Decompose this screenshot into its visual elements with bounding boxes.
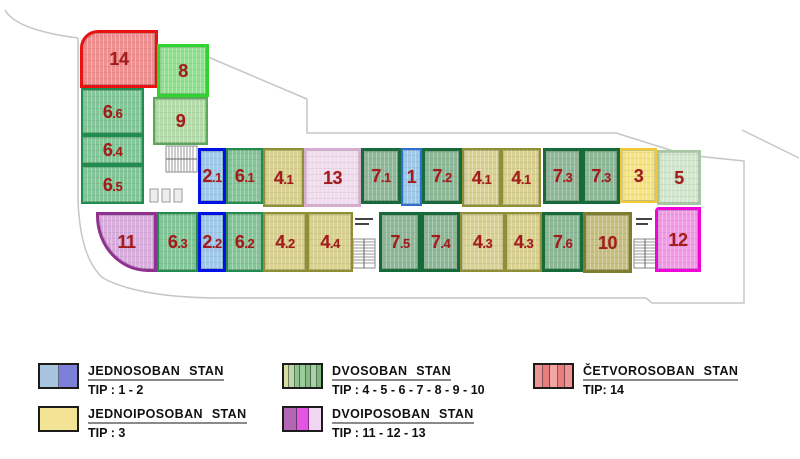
unit-7.1[interactable]: 7.1 [361,148,401,204]
legend-item: ČETVOROSOBAN STAN TIP: 14 [533,362,739,397]
floor-plan: 14 8 6.6 9 6.4 6.5 2.1 6.1 4.1 13 7.1 1 7.2 4.1 4.1 7.3… [80,30,701,273]
unit-number: 8 [178,60,188,81]
unit-7.5[interactable]: 7.5 [379,212,421,272]
unit-number: 14 [109,49,129,69]
unit-number: 2.1 [202,166,222,186]
unit-number: 7.6 [552,232,573,252]
unit-number: 4.3 [513,232,534,252]
unit-number: 6.1 [234,166,255,186]
stairs-icon [633,218,657,269]
unit-number: 1 [406,167,417,187]
unit-6.3[interactable]: 6.3 [157,212,198,272]
legend-title: DVOIPOSOBAN STAN [332,407,474,424]
legend-tip: TIP : 3 [88,426,126,440]
unit-number: 3 [633,165,644,186]
unit-7.2[interactable]: 7.2 [422,148,462,204]
unit-number: 7.3 [591,166,611,186]
unit-number: 4.1 [471,167,492,188]
legend-tip: TIP : 1 - 2 [88,383,144,397]
legend-tip: TIP: 14 [583,383,624,397]
unit-number: 6.3 [167,232,188,252]
unit-number: 2.2 [202,232,222,252]
unit-2.1[interactable]: 2.1 [198,148,226,204]
unit-9[interactable]: 9 [153,97,208,145]
unit-4.3[interactable]: 4.3 [460,212,505,272]
unit-7.4[interactable]: 7.4 [421,212,460,272]
unit-7.3[interactable]: 7.3 [582,148,620,204]
unit-number: 13 [322,167,343,188]
unit-1[interactable]: 1 [401,148,422,206]
unit-number: 12 [668,229,688,250]
unit-13[interactable]: 13 [304,148,361,207]
building-outline [4,9,800,304]
unit-6.5[interactable]: 6.5 [81,165,144,204]
unit-3[interactable]: 3 [620,148,657,203]
unit-4.1[interactable]: 4.1 [263,148,304,207]
unit-number: 7.3 [552,166,573,186]
unit-14[interactable]: 14 [80,30,158,88]
legend-swatch [38,363,79,389]
stairs-icon [165,145,198,173]
unit-number: 6.4 [102,140,123,160]
unit-8[interactable]: 8 [157,44,209,97]
unit-6.2[interactable]: 6.2 [226,212,263,272]
unit-number: 4.4 [320,232,340,252]
legend-title: ČETVOROSOBAN STAN [583,364,739,381]
legend-tip: TIP : 11 - 12 - 13 [332,426,426,440]
legend-swatch [533,363,574,389]
unit-number: 10 [597,232,618,253]
unit-number: 4.2 [275,232,295,252]
unit-2.2[interactable]: 2.2 [198,212,226,272]
legend-swatch [282,406,323,432]
unit-4.2[interactable]: 4.2 [263,212,307,272]
unit-6.1[interactable]: 6.1 [226,148,263,204]
legend-item: JEDNOIPOSOBAN STAN TIP : 3 [38,405,247,440]
unit-5[interactable]: 5 [657,150,701,205]
unit-number: 4.1 [511,167,531,188]
unit-7.6[interactable]: 7.6 [542,212,583,272]
unit-4.4[interactable]: 4.4 [307,212,353,272]
legend-item: JEDNOSOBAN STAN TIP : 1 - 2 [38,362,224,397]
unit-number: 7.1 [371,166,391,186]
unit-number: 7.4 [430,232,451,252]
unit-10[interactable]: 10 [583,212,632,273]
unit-12[interactable]: 12 [655,207,701,272]
legend-item: DVOSOBAN STAN TIP : 4 - 5 - 6 - 7 - 8 - 9… [282,362,485,397]
unit-number: 4.1 [273,167,294,188]
unit-4.1[interactable]: 4.1 [462,148,501,207]
unit-number: 6.5 [102,174,123,195]
unit-number: 9 [175,111,186,131]
legend-swatch [282,363,323,389]
unit-6.4[interactable]: 6.4 [81,135,144,165]
unit-4.3[interactable]: 4.3 [505,212,542,272]
unit-number: 4.3 [472,232,493,252]
unit-number: 6.2 [234,232,255,252]
unit-4.1[interactable]: 4.1 [501,148,541,207]
unit-number: 5 [674,167,684,188]
legend-title: JEDNOSOBAN STAN [88,364,224,381]
unit-6.6[interactable]: 6.6 [81,88,144,135]
legend-title: DVOSOBAN STAN [332,364,452,381]
legend-title: JEDNOIPOSOBAN STAN [88,407,247,424]
legend-tip: TIP : 4 - 5 - 6 - 7 - 8 - 9 - 10 [332,383,485,397]
legend-item: DVOIPOSOBAN STAN TIP : 11 - 12 - 13 [282,405,474,440]
legend-swatch [38,406,79,432]
unit-number: 7.5 [390,232,410,252]
unit-number: 6.6 [102,101,123,122]
stairwell-fixtures [149,188,183,203]
stairs-icon [352,218,376,269]
unit-7.3[interactable]: 7.3 [543,148,582,204]
unit-number: 11 [117,232,136,252]
unit-number: 7.2 [432,166,452,186]
